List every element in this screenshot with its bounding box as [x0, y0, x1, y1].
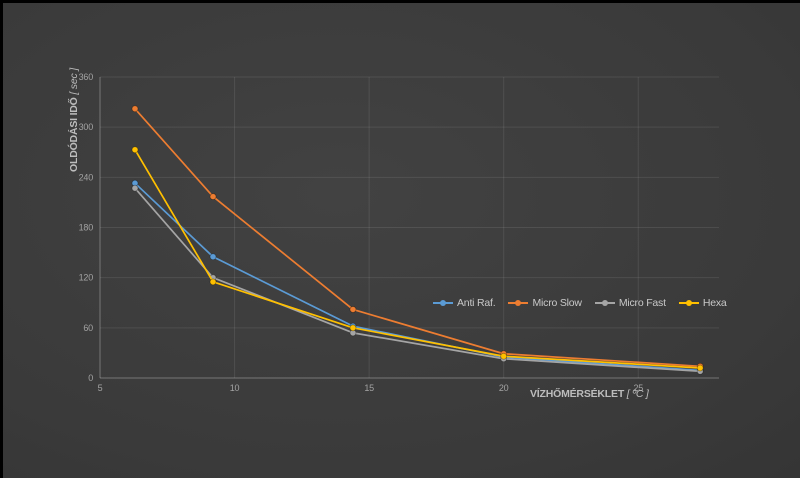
legend-marker-icon [433, 300, 453, 306]
legend-dot-icon [601, 300, 608, 306]
legend-item-micro-slow[interactable]: Micro Slow [508, 297, 582, 309]
x-tick-label: 15 [364, 383, 374, 393]
x-axis-unit: [ ºC ] [626, 388, 649, 400]
y-axis-unit: [ sec ] [68, 68, 80, 95]
y-tick-label: 120 [79, 273, 94, 283]
x-axis-title: VÍZHŐMÉRSÉKLET [ ºC ] [530, 388, 649, 400]
series-hexa [131, 146, 704, 372]
data-point [349, 324, 357, 332]
y-tick-label: 360 [79, 72, 94, 82]
legend-label: Micro Slow [532, 297, 582, 309]
legend-label: Hexa [702, 297, 727, 309]
series-micro-slow [131, 105, 704, 370]
legend-label: Micro Fast [618, 297, 666, 309]
legend-marker-icon [678, 300, 699, 306]
legend-item-hexa[interactable]: Hexa [678, 297, 727, 309]
y-tick-label: 240 [79, 172, 94, 182]
x-axis-title-text: VÍZHŐMÉRSÉKLET [530, 388, 625, 400]
data-point [131, 146, 139, 154]
data-point [131, 105, 139, 113]
legend-item-micro-fast[interactable]: Micro Fast [594, 297, 666, 309]
series-micro-fast-line [134, 187, 702, 373]
data-point [209, 278, 217, 286]
chart-legend: Anti Raf. Micro Slow Micro Fast Hexa [433, 297, 727, 309]
x-tick-label: 5 [98, 383, 103, 393]
series-anti-raf-line [134, 182, 702, 372]
y-axis-title-text: OLDÓDÁSI IDŐ [68, 97, 80, 172]
chart-background: 0 60 120 180 240 300 360 5 10 15 20 25 OLDÓDÁSI IDŐ… [3, 3, 800, 478]
x-tick-label: 10 [230, 383, 240, 393]
legend-item-anti-raf[interactable]: Anti Raf. [433, 297, 496, 309]
x-tick-label: 20 [499, 383, 509, 393]
series-micro-fast [131, 184, 704, 375]
series-hexa-line [134, 148, 702, 369]
y-tick-label: 0 [88, 373, 93, 383]
legend-dot-icon [515, 300, 522, 306]
y-tick-label: 60 [83, 323, 93, 333]
data-point [500, 352, 508, 360]
line-chart: 0 60 120 180 240 300 360 5 10 15 20 25 [79, 72, 719, 393]
legend-marker-icon [594, 300, 615, 306]
data-point [131, 184, 139, 192]
legend-marker-icon [508, 300, 529, 306]
data-point [349, 306, 357, 313]
data-point [209, 193, 217, 200]
y-tick-label: 300 [79, 122, 94, 132]
legend-dot-icon [440, 300, 446, 306]
data-point [696, 364, 704, 372]
x-tick-label: 25 [633, 383, 643, 393]
y-tick-label: 180 [79, 223, 94, 233]
legend-label: Anti Raf. [457, 297, 496, 309]
data-point [209, 253, 217, 261]
y-axis-title: OLDÓDÁSI IDŐ [ sec ] [68, 68, 80, 172]
legend-dot-icon [685, 300, 692, 306]
